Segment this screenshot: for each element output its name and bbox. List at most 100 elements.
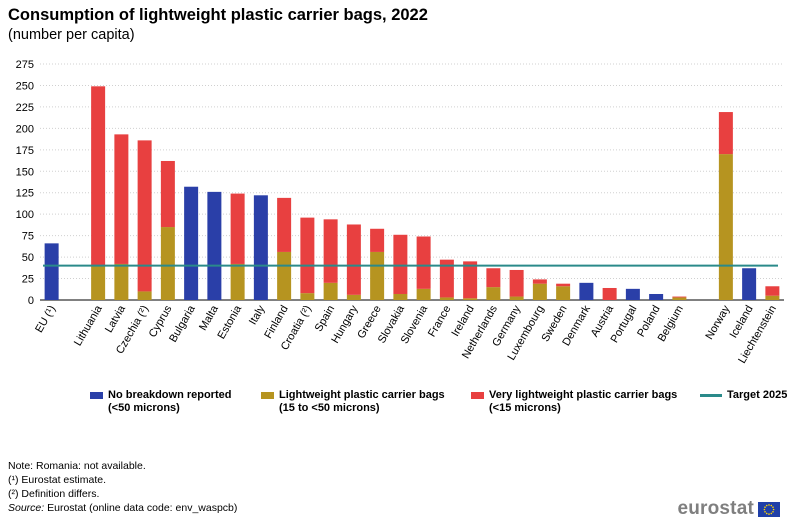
bar-segment — [439, 297, 454, 300]
legend-swatch — [471, 392, 484, 399]
bar-segment — [579, 282, 594, 300]
bar-segment — [416, 236, 431, 289]
eu-flag-icon — [758, 501, 780, 517]
flag-star — [768, 503, 770, 506]
x-tick-label: Spain — [313, 304, 337, 334]
chart-title: Consumption of lightweight plastic carri… — [8, 6, 428, 24]
y-tick-label: 50 — [22, 252, 34, 264]
legend-item-very-lightweight: Very lightweight plastic carrier bags (<… — [471, 389, 677, 415]
legend-item-target: Target 2025 — [700, 389, 787, 402]
bar-segment — [463, 261, 478, 299]
bar-segment — [207, 191, 222, 300]
note-definition: (²) Definition differs. — [8, 488, 100, 500]
bar-segment — [393, 293, 408, 300]
x-tick-label: Lithuania — [72, 303, 105, 348]
source-line: Source: Eurostat (online data code: env_… — [8, 501, 237, 515]
notes: Note: Romania: not available. (¹) Eurost… — [8, 459, 237, 515]
legend-label-sub: (15 to <50 microns) — [279, 402, 380, 414]
bar-segment — [532, 283, 547, 300]
bar-segment — [765, 295, 780, 300]
source-label: Source: — [8, 502, 45, 514]
bar-segment — [556, 286, 571, 300]
y-tick-label: 25 — [22, 274, 34, 286]
bar-segment — [463, 298, 478, 300]
bar-segment — [742, 268, 757, 300]
source-text: Eurostat (online data code: env_waspcb) — [44, 502, 238, 514]
legend: No breakdown reported (<50 microns) Ligh… — [0, 389, 800, 423]
bar-segment — [114, 263, 129, 300]
bar-segment — [300, 217, 315, 294]
legend-swatch — [261, 392, 274, 399]
bar-segment — [253, 195, 268, 300]
legend-swatch — [90, 392, 103, 399]
bar-segment — [346, 224, 361, 295]
flag-star — [770, 512, 773, 514]
flag-star — [770, 504, 773, 506]
x-tick-label: Italy — [247, 303, 268, 327]
flag-star — [772, 510, 774, 513]
bar-segment — [137, 291, 152, 300]
note-romania: Note: Romania: not available. — [8, 460, 146, 472]
x-tick-label: Norway — [703, 303, 732, 342]
legend-label-sub: (<15 microns) — [489, 402, 561, 414]
bar-segment — [509, 296, 524, 300]
bar-segment — [370, 228, 385, 252]
flag-star — [772, 508, 775, 510]
x-tick-label: EU (¹) — [33, 304, 58, 335]
y-tick-label: 275 — [16, 59, 34, 71]
bar-segment — [323, 219, 338, 283]
legend-label-sub: (<50 microns) — [108, 402, 180, 414]
bar-chart: 0 25 50 75 100 125 150 175 200 225 250 275 EU (¹) Lit… — [16, 59, 784, 366]
flag-star — [763, 508, 766, 510]
bar-segment — [370, 251, 385, 300]
y-tick-label: 250 — [16, 80, 34, 92]
x-tick-label: Estonia — [215, 303, 244, 342]
bar-segment — [509, 269, 524, 297]
bar-segment — [323, 282, 338, 300]
flag-star — [764, 505, 766, 508]
y-tick-label: 175 — [16, 145, 34, 157]
bar-segment — [718, 112, 733, 155]
bar-segment — [160, 227, 175, 300]
bar-segment — [416, 288, 431, 300]
bar-segment — [277, 197, 292, 252]
bar-segment — [602, 287, 617, 300]
bar-segment — [114, 134, 129, 264]
chart-subtitle: (number per capita) — [8, 27, 135, 43]
bar-segment — [184, 186, 199, 300]
flag-star — [768, 512, 770, 515]
y-tick-label: 200 — [16, 123, 34, 135]
legend-line-swatch — [700, 394, 722, 397]
bar-segment — [556, 283, 571, 287]
y-tick-label: 0 — [28, 295, 34, 307]
y-tick-label: 75 — [22, 231, 34, 243]
logo-text: eurostat — [677, 498, 754, 519]
y-tick-label: 225 — [16, 102, 34, 114]
legend-label: Lightweight plastic carrier bags — [279, 389, 445, 401]
bar-segment — [439, 259, 454, 298]
legend-label: Very lightweight plastic carrier bags — [489, 389, 678, 401]
y-tick-label: 125 — [16, 188, 34, 200]
bar-segment — [346, 294, 361, 300]
bar-segment — [625, 288, 640, 300]
flag-star — [772, 505, 774, 508]
bar-segment — [137, 140, 152, 292]
bar-segment — [91, 86, 106, 266]
bar-segment — [532, 279, 547, 284]
bar-segment — [649, 293, 664, 300]
x-tick-label: France — [426, 304, 454, 340]
note-estimate: (¹) Eurostat estimate. — [8, 474, 107, 486]
legend-label: Target 2025 — [727, 389, 788, 401]
bar-segment — [486, 287, 501, 300]
y-tick-label: 100 — [16, 209, 34, 221]
legend-item-no-breakdown: No breakdown reported (<50 microns) — [90, 389, 231, 415]
bar-segment — [486, 268, 501, 288]
bar-segment — [230, 263, 245, 300]
flag-star — [764, 510, 766, 513]
eurostat-logo: eurostat — [677, 498, 780, 520]
bar-segment — [160, 160, 175, 228]
bar-segment — [44, 243, 59, 300]
flag-star — [765, 504, 768, 506]
bar-segment — [91, 265, 106, 300]
y-tick-label: 150 — [16, 166, 34, 178]
